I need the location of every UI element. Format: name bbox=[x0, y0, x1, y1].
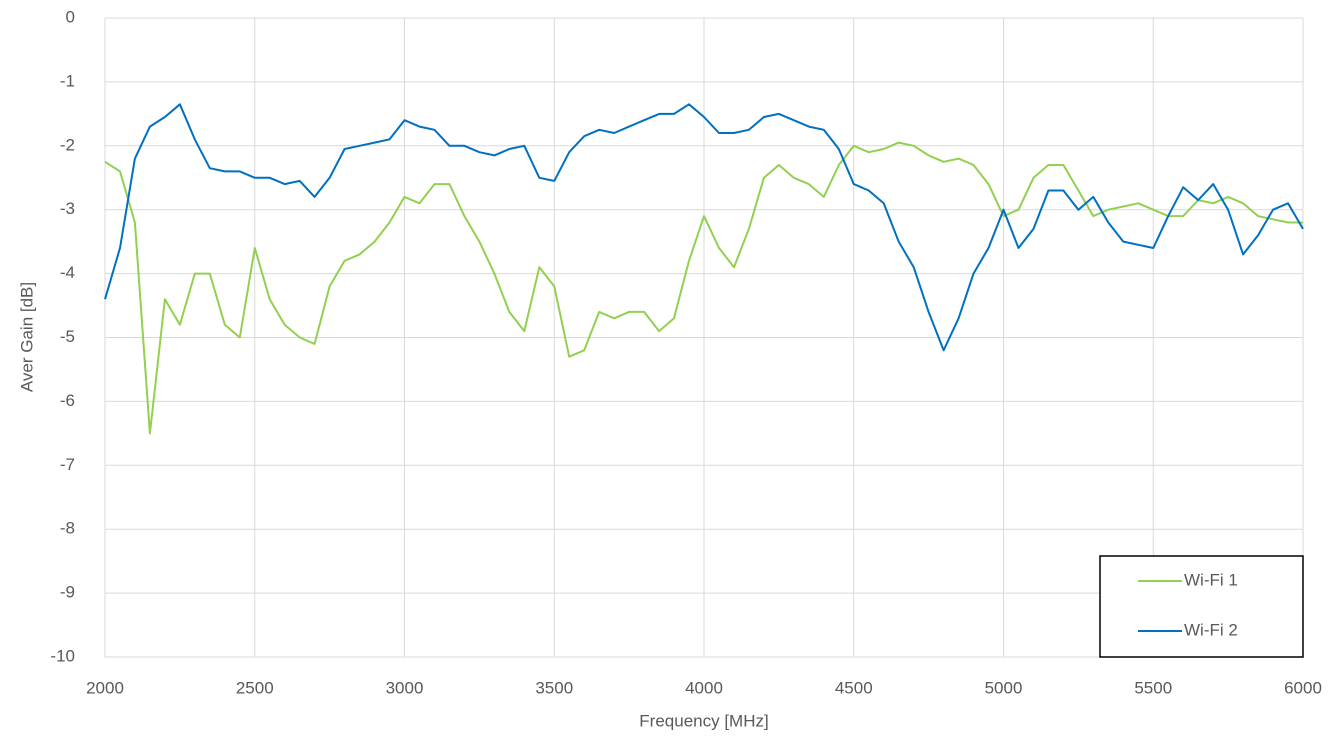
y-tick-label: -5 bbox=[60, 327, 75, 346]
x-tick-label: 3500 bbox=[535, 678, 573, 697]
x-tick-label: 4500 bbox=[835, 678, 873, 697]
y-tick-label: -7 bbox=[60, 455, 75, 474]
x-tick-label: 5500 bbox=[1134, 678, 1172, 697]
x-tick-label: 5000 bbox=[985, 678, 1023, 697]
y-tick-label: -6 bbox=[60, 391, 75, 410]
x-tick-label: 6000 bbox=[1284, 678, 1322, 697]
legend-label: Wi-Fi 1 bbox=[1184, 570, 1238, 589]
y-tick-label: -3 bbox=[60, 199, 75, 218]
y-tick-label: -1 bbox=[60, 71, 75, 90]
x-tick-label: 4000 bbox=[685, 678, 723, 697]
y-tick-label: -4 bbox=[60, 263, 75, 282]
x-tick-label: 2000 bbox=[86, 678, 124, 697]
x-tick-label: 3000 bbox=[386, 678, 424, 697]
x-axis-title: Frequency [MHz] bbox=[639, 711, 768, 730]
legend-box bbox=[1099, 555, 1304, 658]
x-tick-label: 2500 bbox=[236, 678, 274, 697]
y-tick-label: -9 bbox=[60, 583, 75, 602]
series-line bbox=[104, 141, 1303, 435]
y-tick-label: -10 bbox=[50, 646, 75, 665]
y-tick-label: 0 bbox=[66, 7, 75, 26]
legend-label: Wi-Fi 2 bbox=[1184, 620, 1238, 639]
y-tick-label: -8 bbox=[60, 519, 75, 538]
y-axis-title: Aver Gain [dB] bbox=[17, 282, 36, 392]
series-line bbox=[104, 103, 1304, 352]
y-tick-label: -2 bbox=[60, 135, 75, 154]
